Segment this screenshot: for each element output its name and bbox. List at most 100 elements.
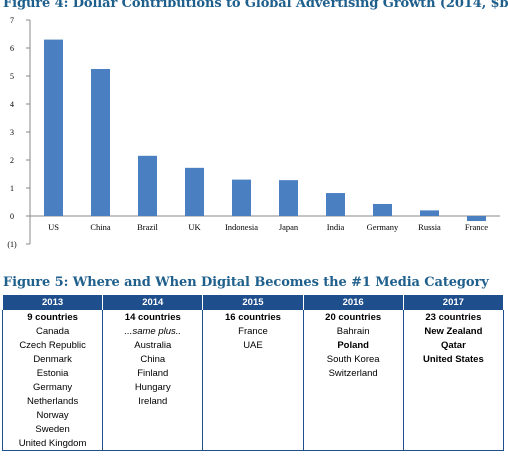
country-cell	[202, 366, 304, 380]
country-cell: Hungary	[102, 380, 204, 394]
x-tick-label: India	[327, 222, 345, 232]
country-cell	[202, 422, 304, 436]
y-tick-label: (1)	[7, 240, 17, 249]
country-cell: ...same plus..	[102, 324, 204, 338]
country-cell	[402, 436, 505, 451]
bar-us	[44, 39, 63, 216]
x-tick-label: China	[90, 222, 111, 232]
count-2017: 23 countries	[402, 309, 505, 324]
y-tick-label: 0	[10, 212, 14, 221]
x-tick-label: France	[465, 222, 488, 232]
country-cell: Finland	[102, 366, 204, 380]
bar-uk	[185, 167, 204, 216]
year-header-row: 2013 2014 2015 2016 2017	[1, 295, 505, 310]
table-row: United Kingdom	[1, 436, 505, 451]
country-cell: Canada	[1, 324, 104, 338]
y-tick-label: 3	[10, 128, 14, 137]
x-tick-label: UK	[188, 222, 201, 232]
x-tick-label: Brazil	[137, 222, 158, 232]
country-cell: Denmark	[1, 352, 104, 366]
country-cell	[402, 380, 505, 394]
bar-india	[326, 193, 345, 216]
year-header-2014: 2014	[102, 295, 204, 310]
x-tick-label: Russia	[418, 222, 441, 232]
y-tick-label: 4	[10, 100, 14, 109]
table-row: Czech Republic Australia UAE Poland Qata…	[1, 338, 505, 352]
y-tick-label: 1	[10, 184, 14, 193]
advertising-growth-bar-chart: 7 6 5 4 3 2 1 0 (1) US China Brazil UK Indonesia Japa…	[7, 16, 500, 249]
table-row: Norway	[1, 408, 505, 422]
country-cell	[202, 408, 304, 422]
country-cell: Qatar	[402, 338, 505, 352]
country-cell: Australia	[102, 338, 204, 352]
country-cell: United States	[402, 352, 505, 366]
table-row: Denmark China South Korea United States	[1, 352, 505, 366]
country-cell: UAE	[202, 338, 304, 352]
country-cell	[102, 436, 204, 451]
x-tick-label: Germany	[367, 222, 399, 232]
count-2013: 9 countries	[1, 309, 104, 324]
table-row: Estonia Finland Switzerland	[1, 366, 505, 380]
country-cell	[402, 366, 505, 380]
country-cell	[302, 408, 404, 422]
table-row: Sweden	[1, 422, 505, 436]
country-cell	[102, 422, 204, 436]
country-cell: Ireland	[102, 394, 204, 408]
country-cell	[102, 408, 204, 422]
bar-germany	[373, 203, 392, 216]
country-cell	[202, 352, 304, 366]
country-cell: Czech Republic	[1, 338, 104, 352]
y-tick-label: 5	[10, 72, 14, 81]
bar-japan	[279, 180, 298, 216]
year-header-2015: 2015	[202, 295, 304, 310]
country-cell: Estonia	[1, 366, 104, 380]
table-row: Canada ...same plus.. France Bahrain New…	[1, 324, 505, 338]
count-2014: 14 countries	[102, 309, 204, 324]
figure4-title: Figure 4: Dollar Contributions to Global…	[3, 0, 508, 11]
x-axis-labels: US China Brazil UK Indonesia Japan India German…	[48, 222, 488, 232]
y-tick-label: 2	[10, 156, 14, 165]
bar-brazil	[138, 155, 157, 216]
country-cell: France	[202, 324, 304, 338]
bar-china	[91, 69, 110, 216]
country-cell	[302, 436, 404, 451]
country-cell: Bahrain	[302, 324, 404, 338]
bar-france	[467, 216, 486, 222]
country-cell: United Kingdom	[1, 436, 104, 451]
bars	[44, 39, 486, 222]
country-cell: Poland	[302, 338, 404, 352]
country-cell	[402, 394, 505, 408]
country-cell	[202, 380, 304, 394]
figure5-title: Figure 5: Where and When Digital Becomes…	[3, 275, 489, 290]
country-cell: Switzerland	[302, 366, 404, 380]
country-cell: Sweden	[1, 422, 104, 436]
y-tick-label: 6	[10, 44, 14, 53]
table-row: Germany Hungary	[1, 380, 505, 394]
table-row: Netherlands Ireland	[1, 394, 505, 408]
year-header-2016: 2016	[302, 295, 404, 310]
country-count-row: 9 countries 14 countries 16 countries 20…	[1, 309, 505, 324]
year-header-2017: 2017	[402, 295, 505, 310]
x-tick-label: Indonesia	[225, 222, 258, 232]
country-cell	[302, 380, 404, 394]
country-cell: Netherlands	[1, 394, 104, 408]
count-2016: 20 countries	[302, 309, 404, 324]
country-cell: New Zealand	[402, 324, 505, 338]
country-cell	[202, 394, 304, 408]
country-cell: China	[102, 352, 204, 366]
x-tick-label: US	[48, 222, 59, 232]
x-tick-label: Japan	[279, 222, 299, 232]
year-header-2013: 2013	[1, 295, 104, 310]
country-cell: Germany	[1, 380, 104, 394]
y-tick-label: 7	[10, 16, 14, 25]
country-cell: South Korea	[302, 352, 404, 366]
country-cell	[402, 422, 505, 436]
country-cell	[302, 422, 404, 436]
country-cell	[302, 394, 404, 408]
count-2015: 16 countries	[202, 309, 304, 324]
bar-indonesia	[232, 179, 251, 216]
country-cell: Norway	[1, 408, 104, 422]
country-cell	[402, 408, 505, 422]
digital-media-table: 2013 2014 2015 2016 2017 9 countries 14 …	[1, 295, 505, 451]
bar-russia	[420, 210, 439, 216]
